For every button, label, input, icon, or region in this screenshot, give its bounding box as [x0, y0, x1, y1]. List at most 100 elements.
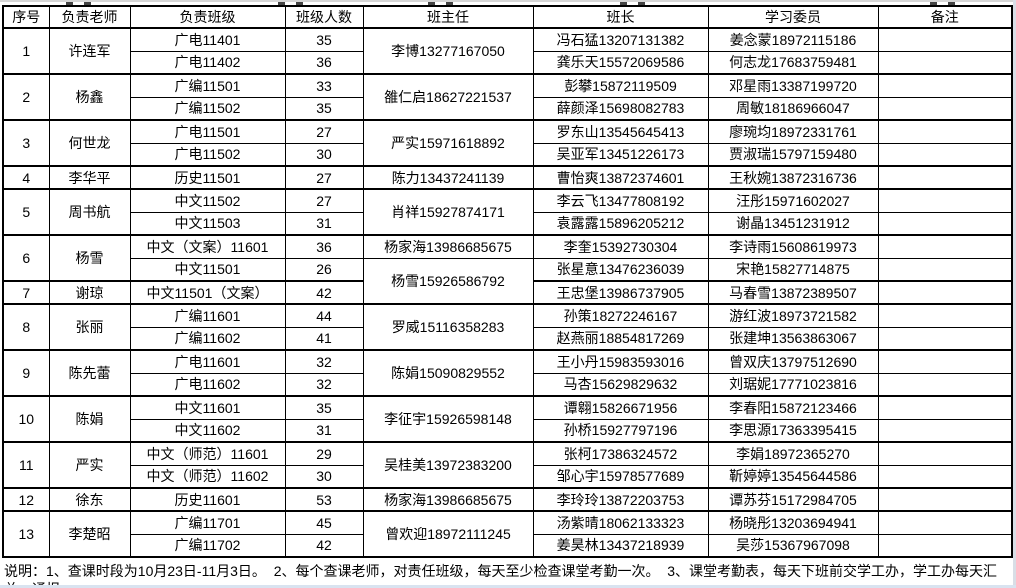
- cell-seq[interactable]: 8: [2, 303, 50, 351]
- cell-size[interactable]: 36: [284, 234, 364, 259]
- cell-monitor[interactable]: 冯石猛13207131382: [532, 27, 709, 52]
- cell-size[interactable]: 32: [284, 349, 364, 374]
- cell-monitor[interactable]: 孙策18272246167: [532, 303, 709, 328]
- cell-commissary[interactable]: 谢晶13451231912: [707, 211, 879, 236]
- cell-monitor[interactable]: 薛颜泽15698082783: [532, 96, 709, 121]
- col-header-seq[interactable]: 序号: [2, 5, 50, 29]
- cell-head-teacher[interactable]: 吴桂美13972383200: [362, 441, 534, 489]
- cell-class[interactable]: 中文（师范）11602: [129, 464, 286, 489]
- cell-remark[interactable]: [877, 27, 1013, 52]
- cell-commissary[interactable]: 何志龙17683759481: [707, 50, 879, 75]
- col-header-monitor[interactable]: 班长: [532, 5, 709, 29]
- cell-head-teacher[interactable]: 陈力13437241139: [362, 165, 534, 190]
- cell-remark[interactable]: [877, 280, 1013, 305]
- cell-monitor[interactable]: 谭翱15826671956: [532, 395, 709, 420]
- cell-size[interactable]: 36: [284, 50, 364, 75]
- cell-commissary[interactable]: 廖琬均18972331761: [707, 119, 879, 144]
- col-header-remark[interactable]: 备注: [877, 5, 1013, 29]
- cell-teacher[interactable]: 许连军: [48, 27, 131, 75]
- cell-remark[interactable]: [877, 326, 1013, 351]
- cell-head-teacher[interactable]: 杨雪15926586792: [362, 257, 534, 305]
- cell-remark[interactable]: [877, 96, 1013, 121]
- cell-head-teacher[interactable]: 陈娟15090829552: [362, 349, 534, 397]
- cell-monitor[interactable]: 龚乐天15572069586: [532, 50, 709, 75]
- cell-seq[interactable]: 4: [2, 165, 50, 190]
- cell-head-teacher[interactable]: 杨家海13986685675: [362, 234, 534, 259]
- cell-commissary[interactable]: 姜念蒙18972115186: [707, 27, 879, 52]
- cell-size[interactable]: 42: [284, 280, 364, 305]
- cell-seq[interactable]: 9: [2, 349, 50, 397]
- cell-commissary[interactable]: 张建坤13563863067: [707, 326, 879, 351]
- cell-commissary[interactable]: 李娟18972365270: [707, 441, 879, 466]
- cell-size[interactable]: 31: [284, 211, 364, 236]
- cell-class[interactable]: 广电11401: [129, 27, 286, 52]
- cell-seq[interactable]: 1: [2, 27, 50, 75]
- col-header-commissary[interactable]: 学习委员: [707, 5, 879, 29]
- cell-size[interactable]: 29: [284, 441, 364, 466]
- cell-size[interactable]: 45: [284, 510, 364, 535]
- cell-class[interactable]: 中文11601: [129, 395, 286, 420]
- cell-remark[interactable]: [877, 119, 1013, 144]
- cell-teacher[interactable]: 何世龙: [48, 119, 131, 167]
- cell-class[interactable]: 中文11503: [129, 211, 286, 236]
- cell-commissary[interactable]: 杨晓彤13203694941: [707, 510, 879, 535]
- cell-commissary[interactable]: 周敏18186966047: [707, 96, 879, 121]
- cell-commissary[interactable]: 李春阳15872123466: [707, 395, 879, 420]
- cell-class[interactable]: 广编11602: [129, 326, 286, 351]
- col-header-size[interactable]: 班级人数: [284, 5, 364, 29]
- cell-commissary[interactable]: 刘琚妮17771023816: [707, 372, 879, 397]
- cell-commissary[interactable]: 游红波18973721582: [707, 303, 879, 328]
- cell-teacher[interactable]: 陈娟: [48, 395, 131, 443]
- cell-monitor[interactable]: 袁露露15896205212: [532, 211, 709, 236]
- cell-monitor[interactable]: 李玲玲13872203753: [532, 487, 709, 512]
- cell-remark[interactable]: [877, 257, 1013, 282]
- cell-head-teacher[interactable]: 罗威15116358283: [362, 303, 534, 351]
- cell-class[interactable]: 广电11602: [129, 372, 286, 397]
- cell-size[interactable]: 32: [284, 372, 364, 397]
- cell-remark[interactable]: [877, 73, 1013, 98]
- cell-class[interactable]: 广编11601: [129, 303, 286, 328]
- cell-size[interactable]: 42: [284, 533, 364, 558]
- cell-class[interactable]: 广编11701: [129, 510, 286, 535]
- cell-commissary[interactable]: 谭苏芬15172984705: [707, 487, 879, 512]
- cell-size[interactable]: 27: [284, 188, 364, 213]
- cell-monitor[interactable]: 彭攀15872119509: [532, 73, 709, 98]
- cell-seq[interactable]: 2: [2, 73, 50, 121]
- cell-size[interactable]: 41: [284, 326, 364, 351]
- cell-head-teacher[interactable]: 李博13277167050: [362, 27, 534, 75]
- cell-class[interactable]: 广电11501: [129, 119, 286, 144]
- cell-monitor[interactable]: 王小丹15983593016: [532, 349, 709, 374]
- cell-remark[interactable]: [877, 533, 1013, 558]
- cell-size[interactable]: 44: [284, 303, 364, 328]
- cell-teacher[interactable]: 谢琼: [48, 280, 131, 305]
- cell-class[interactable]: 中文（文案）11601: [129, 234, 286, 259]
- cell-remark[interactable]: [877, 188, 1013, 213]
- cell-commissary[interactable]: 宋艳15827714875: [707, 257, 879, 282]
- cell-remark[interactable]: [877, 211, 1013, 236]
- col-header-teacher[interactable]: 负责老师: [48, 5, 131, 29]
- cell-class[interactable]: 广编11702: [129, 533, 286, 558]
- cell-remark[interactable]: [877, 441, 1013, 466]
- cell-teacher[interactable]: 杨鑫: [48, 73, 131, 121]
- cell-monitor[interactable]: 孙桥15927797196: [532, 418, 709, 443]
- cell-size[interactable]: 26: [284, 257, 364, 282]
- cell-head-teacher[interactable]: 雒仁启18627221537: [362, 73, 534, 121]
- cell-commissary[interactable]: 贾淑瑞15797159480: [707, 142, 879, 167]
- cell-teacher[interactable]: 李华平: [48, 165, 131, 190]
- cell-class[interactable]: 广编11501: [129, 73, 286, 98]
- cell-teacher[interactable]: 周书航: [48, 188, 131, 236]
- cell-monitor[interactable]: 王忠堡13986737905: [532, 280, 709, 305]
- cell-class[interactable]: 中文11502: [129, 188, 286, 213]
- col-header-class[interactable]: 负责班级: [129, 5, 286, 29]
- cell-class[interactable]: 历史11601: [129, 487, 286, 512]
- cell-commissary[interactable]: 曾双庆13797512690: [707, 349, 879, 374]
- cell-class[interactable]: 广电11402: [129, 50, 286, 75]
- cell-commissary[interactable]: 李诗雨15608619973: [707, 234, 879, 259]
- cell-monitor[interactable]: 汤紫晴18062133323: [532, 510, 709, 535]
- cell-teacher[interactable]: 严实: [48, 441, 131, 489]
- cell-size[interactable]: 27: [284, 119, 364, 144]
- col-header-head-teacher[interactable]: 班主任: [362, 5, 534, 29]
- cell-remark[interactable]: [877, 418, 1013, 443]
- cell-remark[interactable]: [877, 50, 1013, 75]
- cell-class[interactable]: 中文（师范）11601: [129, 441, 286, 466]
